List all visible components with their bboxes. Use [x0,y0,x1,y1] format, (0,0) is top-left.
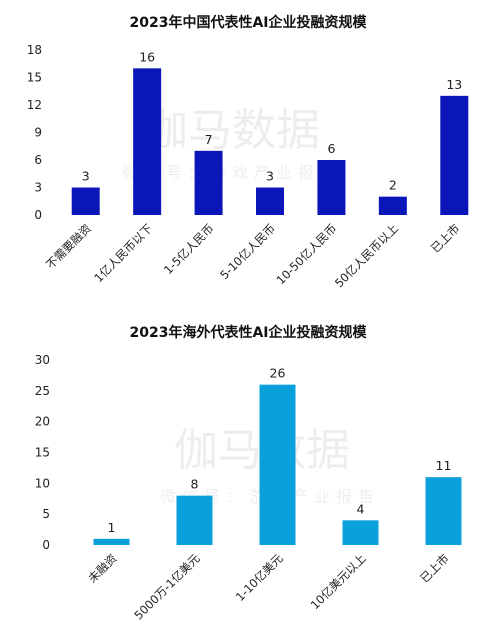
chart1-x-tick: 1亿人民币以下 [91,221,155,285]
chart1-x-tick: 50亿人民币以上 [332,221,401,290]
chart1-y-tick: 12 [27,98,42,112]
chart1-bar [378,196,407,215]
chart1-x-tick: 1-5亿人民币 [161,221,217,277]
chart1-x-tick: 已上市 [428,221,462,255]
chart1-data-label: 7 [205,132,213,147]
chart2-data-label: 4 [357,501,365,516]
chart1-watermark-main: 伽马数据 [144,105,320,156]
chart1-bar [317,160,346,215]
chart1-y-axis: 0 3 6 9 12 15 18 [27,43,42,222]
chart2-x-tick: 未融资 [85,551,119,585]
chart1-data-label: 6 [327,141,335,156]
chart1-y-tick: 15 [27,71,42,85]
chart2-y-tick: 30 [35,353,50,367]
chart1-data-label: 3 [266,169,274,184]
chart-china-ai-funding: 2023年中国代表性AI企业投融资规模 伽马数据 微信号：游戏产业报告 0 3 6 9… [27,14,469,290]
chart1-bar [194,150,223,215]
chart2-bar [259,384,296,545]
chart2-bar [425,477,462,545]
chart-overseas-ai-funding: 2023年海外代表性AI企业投融资规模 伽马数据 微信号：游戏产业报告 0510… [35,324,462,622]
chart1-bar [256,187,284,215]
chart1-bar [440,95,469,215]
chart1-y-tick: 18 [27,43,42,57]
chart1-watermark: 伽马数据 微信号：游戏产业报告 [122,105,342,182]
chart1-data-label: 2 [389,178,397,193]
chart2-x-tick: 5000万-1亿美元 [131,551,203,623]
chart1-y-tick: 0 [34,208,42,222]
chart2-bar [176,495,213,545]
chart2-y-axis: 0 5 10 15 20 25 30 [35,353,50,552]
chart2-y-tick: 10 [35,476,50,490]
chart1-watermark-sub: 微信号：游戏产业报告 [122,163,342,182]
chart2-y-tick: 15 [35,446,50,460]
chart2-x-tick: 已上市 [417,551,451,585]
chart1-x-tick: 不需要融资 [43,221,94,272]
chart1-data-labels: 3 16 7 3 6 2 13 [82,49,463,192]
chart2-data-labels: 1 8 26 4 11 [108,366,452,535]
chart2-data-label: 1 [108,520,116,535]
chart1-x-tick: 10-50亿人民币 [273,221,339,287]
chart2-y-tick: 25 [35,384,50,398]
chart2-bar [93,538,130,545]
chart2-y-tick: 20 [35,415,50,429]
chart2-bar [342,520,379,545]
chart2-data-label: 8 [191,477,199,492]
chart1-bar [133,68,162,215]
chart2-data-label: 26 [270,366,286,381]
chart2-y-tick: 0 [42,538,50,552]
chart1-bar [71,187,100,215]
chart2-y-tick: 5 [42,507,50,521]
chart1-y-tick: 6 [34,153,42,167]
chart2-x-tick: 10亿美元以上 [308,551,369,612]
chart2-data-label: 11 [436,458,452,473]
chart2-bars [93,384,462,545]
chart1-y-tick: 3 [34,181,42,195]
chart2-x-tick: 1-10亿美元 [233,551,286,604]
chart1-data-label: 3 [82,169,90,184]
chart1-data-label: 16 [139,49,155,64]
chart1-bars [71,68,469,215]
chart2-x-axis: 未融资 5000万-1亿美元 1-10亿美元 10亿美元以上 已上市 [85,551,451,623]
chart1-x-tick: 5-10亿人民币 [217,221,278,282]
chart1-title: 2023年中国代表性AI企业投融资规模 [129,14,367,31]
chart1-data-label: 13 [446,77,462,92]
chart1-y-tick: 9 [34,126,42,140]
chart2-title: 2023年海外代表性AI企业投融资规模 [129,324,367,341]
